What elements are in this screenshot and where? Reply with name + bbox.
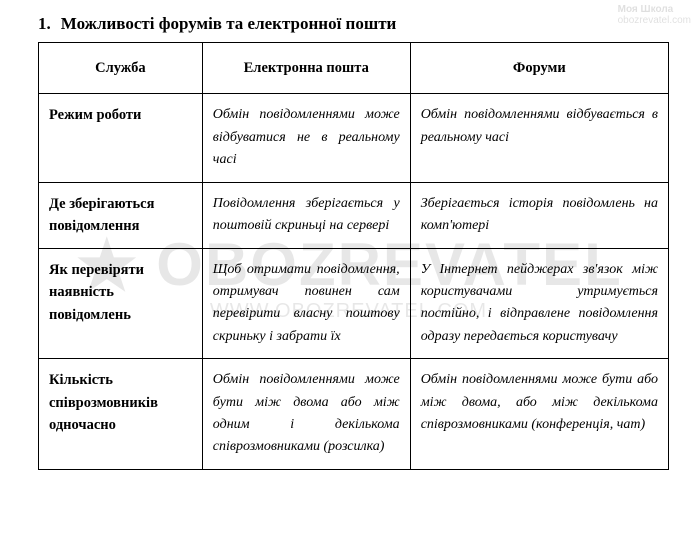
cell-forum: Зберігається історія повідомлень на комп… (410, 182, 668, 248)
table-row: Режим роботи Обмін повідомленнями може в… (39, 94, 669, 182)
cell-forum: У Інтернет пейджерах зв'язок між користу… (410, 248, 668, 359)
page-container: 1. Можливості форумів та електронної пош… (0, 0, 697, 484)
table-row: Де зберігаються повідомлення Повідомленн… (39, 182, 669, 248)
title-number: 1. (38, 14, 51, 34)
table-row: Як перевіряти наявність повідомлень Щоб … (39, 248, 669, 359)
table-header-row: Служба Електронна пошта Форуми (39, 43, 669, 94)
row-label: Де зберігаються повідомлення (39, 182, 203, 248)
col-header-email: Електронна пошта (202, 43, 410, 94)
row-label: Кількість співрозмовників одночасно (39, 359, 203, 470)
comparison-table: Служба Електронна пошта Форуми Режим роб… (38, 42, 669, 470)
cell-email: Обмін повідомленнями може відбуватися не… (202, 94, 410, 182)
title-text: Можливості форумів та електронної пошти (61, 14, 397, 34)
row-label: Режим роботи (39, 94, 203, 182)
corner-line1: Моя Школа (618, 4, 674, 15)
page-title: 1. Можливості форумів та електронної пош… (38, 14, 669, 34)
corner-watermark: Моя Школа obozrevatel.com (618, 4, 691, 26)
corner-line2: obozrevatel.com (618, 15, 691, 26)
cell-forum: Обмін повідомленнями відбувається в реал… (410, 94, 668, 182)
row-label: Як перевіряти наявність повідомлень (39, 248, 203, 359)
col-header-forum: Форуми (410, 43, 668, 94)
cell-forum: Обмін повідомленнями може бути або між д… (410, 359, 668, 470)
cell-email: Щоб отримати повідомлення, отримувач пов… (202, 248, 410, 359)
table-row: Кількість співрозмовників одночасно Обмі… (39, 359, 669, 470)
col-header-service: Служба (39, 43, 203, 94)
cell-email: Обмін повідомленнями може бути між двома… (202, 359, 410, 470)
cell-email: Повідомлення зберігається у поштовій скр… (202, 182, 410, 248)
